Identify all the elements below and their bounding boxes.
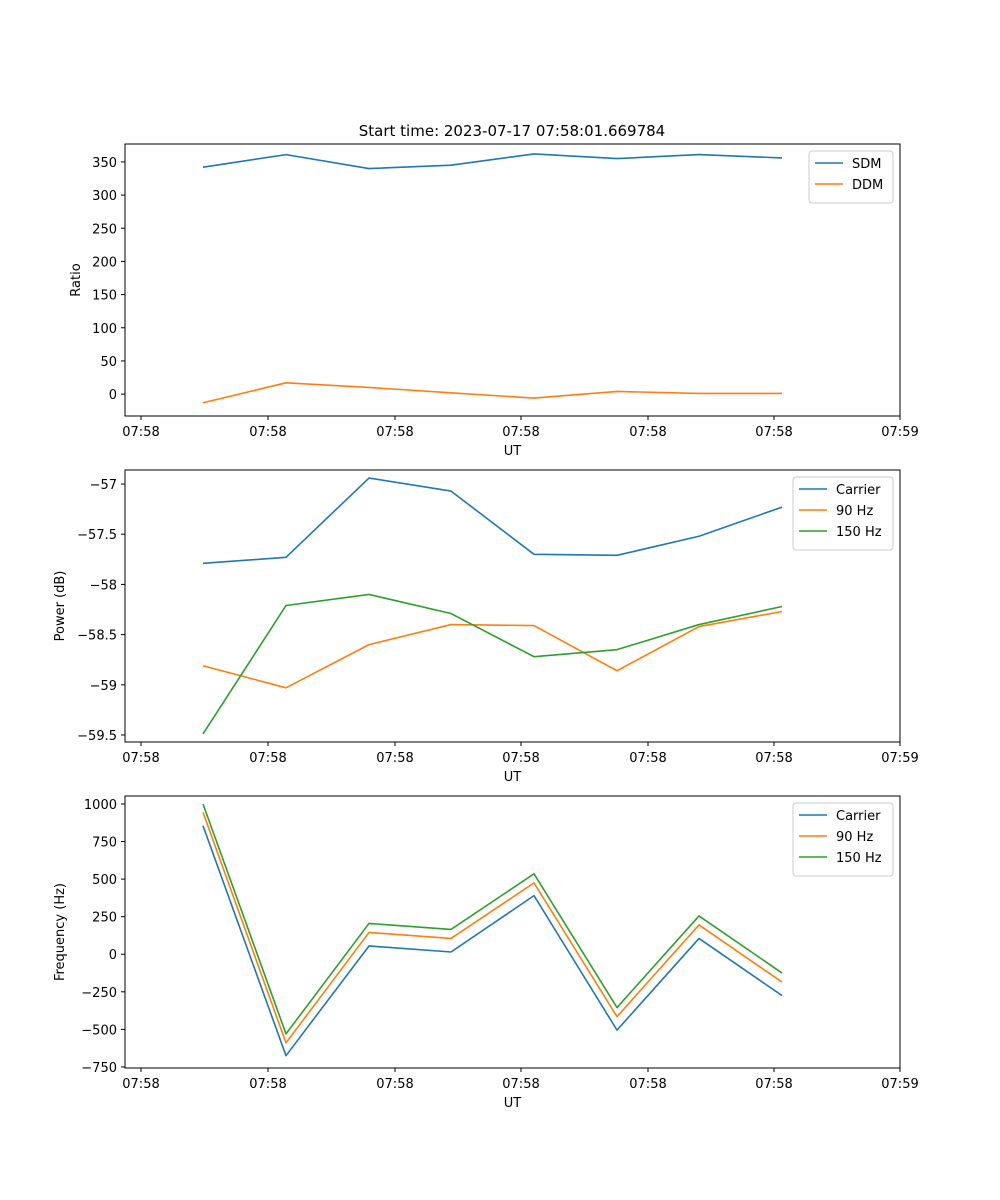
y-tick-label: 200 — [92, 255, 117, 270]
x-tick-label: 07:58 — [629, 425, 666, 440]
y-axis-label: Power (dB) — [53, 571, 68, 642]
series-line-ddm — [202, 382, 782, 404]
y-tick-label: −57 — [90, 478, 117, 493]
legend-label: SDM — [852, 157, 881, 172]
y-tick-label: 1000 — [84, 798, 117, 813]
x-axis-label: UT — [504, 770, 522, 785]
series-line-150-hz — [202, 803, 783, 1035]
series-line-carrier — [202, 825, 783, 1057]
axes-frame — [124, 143, 901, 417]
legend-label: 90 Hz — [836, 830, 873, 845]
legend-label: DDM — [852, 178, 883, 193]
y-tick-label: 50 — [100, 355, 117, 370]
x-tick-label: 07:58 — [376, 425, 413, 440]
x-tick-label: 07:58 — [502, 1077, 539, 1092]
y-tick-label: 0 — [109, 388, 117, 403]
legend-label: 90 Hz — [836, 504, 873, 519]
x-axis-label: UT — [504, 444, 522, 459]
legend-box — [808, 150, 894, 204]
legend: Carrier 90 Hz 150 Hz — [792, 476, 894, 551]
y-tick-label: 0 — [109, 948, 117, 963]
y-tick-label: −500 — [81, 1023, 117, 1038]
series-line-sdm — [202, 153, 783, 170]
series-line-90-hz — [202, 811, 783, 1044]
x-tick-label: 07:58 — [502, 425, 539, 440]
y-tick-label: 300 — [92, 189, 117, 204]
y-tick-label: −750 — [81, 1061, 117, 1076]
subplot-2: 07:58 07:58 07:58 07:58 07:58 07:58 07:59 −57 −5… — [53, 469, 919, 785]
y-tick-label: 250 — [92, 911, 117, 926]
x-tick-label: 07:58 — [502, 751, 539, 766]
y-tick-label: 350 — [92, 156, 117, 171]
x-tick-label: 07:58 — [122, 751, 159, 766]
y-tick-label: −59 — [90, 679, 117, 694]
axes-frame — [124, 795, 901, 1069]
plots-container: 07:58 07:58 07:58 07:58 07:58 07:58 07:59 0 50 10… — [53, 143, 919, 1111]
x-tick-label: 07:58 — [629, 751, 666, 766]
subplot-1: 07:58 07:58 07:58 07:58 07:58 07:58 07:59 0 50 10… — [69, 143, 919, 459]
subplot-3: 07:58 07:58 07:58 07:58 07:58 07:58 07:59 1000 7… — [53, 795, 919, 1111]
y-tick-label: 750 — [92, 836, 117, 851]
y-axis-label: Ratio — [69, 263, 84, 296]
x-tick-label: 07:58 — [249, 425, 286, 440]
axes-frame — [124, 469, 901, 743]
y-tick-label: −58.5 — [77, 629, 117, 644]
x-tick-label: 07:58 — [122, 425, 159, 440]
series-line-carrier — [202, 477, 783, 565]
y-tick-label: 250 — [92, 222, 117, 237]
x-axis-label: UT — [504, 1096, 522, 1111]
x-tick-label: 07:59 — [881, 1077, 918, 1092]
legend: SDM DDM — [808, 150, 894, 204]
chart-title: Start time: 2023-07-17 07:58:01.669784 — [359, 122, 665, 140]
series-line-90-hz — [202, 610, 783, 689]
y-axis-label: Frequency (Hz) — [53, 883, 68, 981]
x-tick-label: 07:58 — [249, 1077, 286, 1092]
x-tick-label: 07:59 — [881, 751, 918, 766]
x-tick-label: 07:58 — [376, 751, 413, 766]
y-tick-label: 100 — [92, 322, 117, 337]
x-tick-label: 07:58 — [249, 751, 286, 766]
y-tick-label: −59.5 — [77, 729, 117, 744]
x-tick-label: 07:58 — [755, 1077, 792, 1092]
x-tick-label: 07:58 — [755, 751, 792, 766]
x-tick-label: 07:58 — [629, 1077, 666, 1092]
legend-label: 150 Hz — [836, 525, 882, 540]
series-line-150-hz — [202, 593, 783, 735]
legend-label: Carrier — [836, 809, 881, 824]
x-tick-label: 07:59 — [881, 425, 918, 440]
legend-label: 150 Hz — [836, 851, 882, 866]
y-tick-label: 150 — [92, 289, 117, 304]
y-tick-label: 500 — [92, 873, 117, 888]
legend-label: Carrier — [836, 483, 881, 498]
y-tick-label: −57.5 — [77, 528, 117, 543]
legend: Carrier 90 Hz 150 Hz — [792, 802, 894, 877]
x-tick-label: 07:58 — [122, 1077, 159, 1092]
x-tick-label: 07:58 — [755, 425, 792, 440]
y-tick-label: −58 — [90, 578, 117, 593]
x-tick-label: 07:58 — [376, 1077, 413, 1092]
y-tick-label: −250 — [81, 986, 117, 1001]
